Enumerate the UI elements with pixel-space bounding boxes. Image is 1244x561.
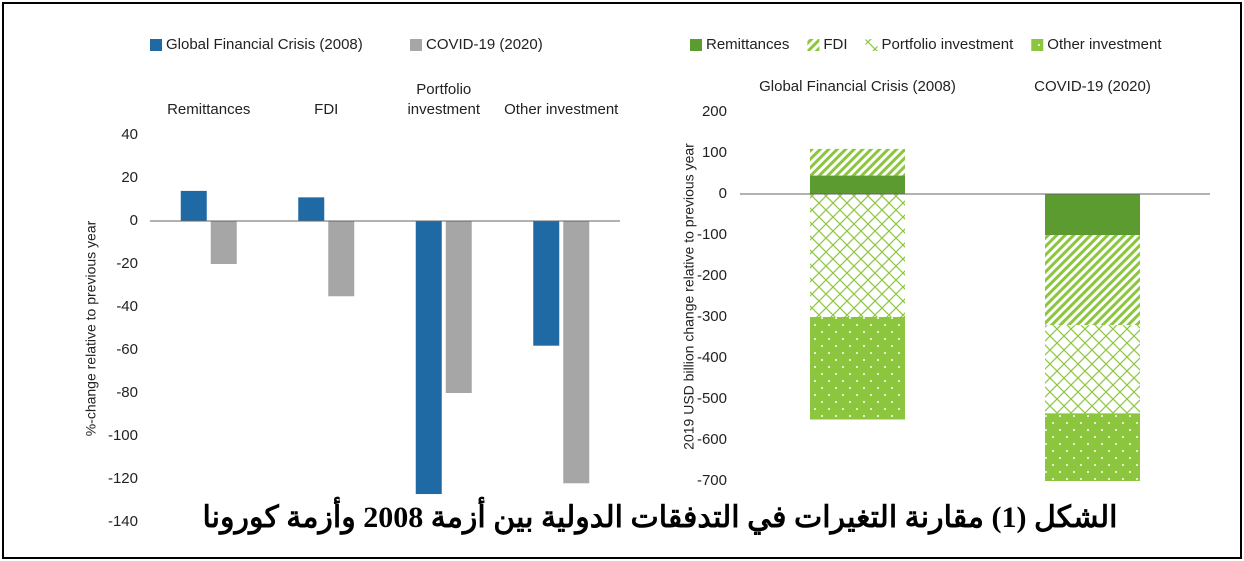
category-label: COVID-19 (2020) <box>1034 78 1151 95</box>
y-tick-label: 20 <box>121 169 138 186</box>
legend-label: FDI <box>823 36 847 53</box>
y-tick-label: 100 <box>702 144 727 161</box>
bar-segment <box>810 148 905 176</box>
y-tick-label: -300 <box>697 308 727 325</box>
y-tick-label: -200 <box>697 267 727 284</box>
bar <box>415 221 442 495</box>
y-tick-label: -20 <box>116 255 138 272</box>
legend-swatch <box>410 39 422 51</box>
legend-swatch <box>690 39 702 51</box>
legend-swatch <box>1031 39 1044 51</box>
bar <box>563 221 590 484</box>
bar-segment <box>810 317 905 420</box>
category-label: Remittances <box>167 101 251 118</box>
y-tick-label: -80 <box>116 384 138 401</box>
legend-label: Remittances <box>706 36 789 53</box>
legend-swatch <box>150 39 162 51</box>
bar-segment <box>1045 235 1140 326</box>
y-tick-label: 40 <box>121 126 138 143</box>
legend-label: Portfolio investment <box>882 36 1015 53</box>
y-tick-label: -60 <box>116 341 138 358</box>
bar-segment <box>1045 194 1140 235</box>
legend-swatch <box>807 39 820 51</box>
bar <box>533 221 560 346</box>
legend-label: Other investment <box>1047 36 1162 53</box>
bar <box>180 190 207 221</box>
bar-segment <box>1045 413 1140 481</box>
bar-segment <box>810 194 905 317</box>
bar-segment <box>810 175 905 194</box>
category-label: Other investment <box>504 101 619 118</box>
y-tick-label: -100 <box>108 427 138 444</box>
category-label: Portfolio investment <box>407 81 481 118</box>
y-tick-label: -600 <box>697 431 727 448</box>
y-tick-label: -500 <box>697 390 727 407</box>
y-tick-label: 0 <box>130 212 138 229</box>
y-axis-label: 2019 USD billion change relative to prev… <box>681 143 697 450</box>
legend-label: Global Financial Crisis (2008) <box>166 36 363 53</box>
category-label: Global Financial Crisis (2008) <box>759 78 956 95</box>
legend-label: COVID-19 (2020) <box>426 36 543 53</box>
y-tick-label: -140 <box>108 513 138 530</box>
y-tick-label: -100 <box>697 226 727 243</box>
y-tick-label: -120 <box>108 470 138 487</box>
y-tick-label: -40 <box>116 298 138 315</box>
bar <box>298 197 325 221</box>
y-tick-label: -700 <box>697 472 727 489</box>
bar <box>445 221 472 393</box>
bar-segment <box>1045 325 1140 414</box>
bar <box>210 221 237 264</box>
y-axis-label: %-change relative to previous year <box>83 220 99 436</box>
caption: الشكل (1) مقارنة التغيرات في التدفقات ال… <box>202 501 1118 534</box>
y-tick-label: 0 <box>719 185 727 202</box>
bar <box>328 221 355 297</box>
y-tick-label: 200 <box>702 103 727 120</box>
y-tick-label: -400 <box>697 349 727 366</box>
legend-swatch <box>865 39 878 51</box>
category-label: FDI <box>314 101 339 118</box>
